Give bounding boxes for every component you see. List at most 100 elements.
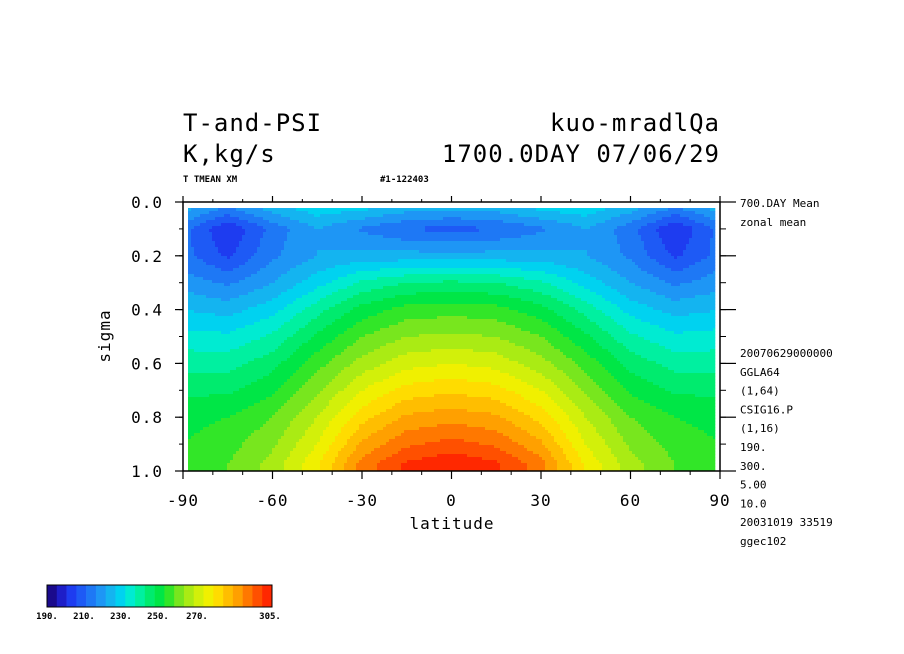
field-cell: [701, 244, 705, 248]
field-cell: [248, 277, 252, 281]
field-cell: [668, 268, 672, 272]
field-cell: [539, 214, 543, 218]
field-cell: [221, 289, 225, 293]
field-cell: [404, 259, 408, 263]
field-cell: [227, 241, 231, 245]
field-cell: [686, 253, 690, 257]
field-cell: [350, 268, 354, 272]
field-cell: [575, 229, 579, 233]
field-cell: [647, 253, 651, 257]
field-cell: [272, 220, 276, 224]
field-cell: [401, 250, 405, 254]
field-cell: [674, 244, 678, 248]
field-cell: [347, 262, 351, 266]
field-cell: [464, 229, 468, 233]
field-cell: [188, 226, 192, 230]
field-cell: [506, 235, 510, 239]
field-cell: [698, 217, 702, 221]
field-cell: [191, 286, 195, 290]
field-cell: [542, 268, 546, 272]
field-cell: [527, 271, 531, 275]
field-cell: [440, 214, 444, 218]
field-cell: [524, 220, 528, 224]
field-cell: [569, 217, 573, 221]
field-cell: [380, 223, 384, 227]
field-cell: [473, 271, 477, 275]
field-cell: [689, 244, 693, 248]
field-cell: [479, 286, 483, 290]
field-cell: [704, 274, 708, 278]
field-cell: [320, 268, 324, 272]
field-cell: [527, 280, 531, 284]
field-cell: [668, 238, 672, 242]
field-cell: [326, 217, 330, 221]
field-cell: [338, 235, 342, 239]
field-cell: [536, 256, 540, 260]
field-cell: [287, 235, 291, 239]
field-cell: [419, 283, 423, 287]
field-cell: [530, 211, 534, 215]
field-cell: [497, 262, 501, 266]
field-cell: [260, 250, 264, 254]
field-cell: [527, 238, 531, 242]
field-cell: [344, 250, 348, 254]
field-cell: [428, 253, 432, 257]
field-cell: [635, 220, 639, 224]
field-cell: [626, 247, 630, 251]
field-cell: [437, 208, 441, 212]
field-cell: [644, 241, 648, 245]
field-cell: [314, 268, 318, 272]
field-cell: [425, 247, 429, 251]
field-cell: [347, 238, 351, 242]
field-cell: [197, 274, 201, 278]
field-cell: [629, 229, 633, 233]
field-cell: [665, 247, 669, 251]
field-cell: [236, 250, 240, 254]
field-cell: [338, 289, 342, 293]
field-cell: [638, 283, 642, 287]
field-cell: [524, 244, 528, 248]
field-cell: [248, 226, 252, 230]
field-cell: [338, 229, 342, 233]
field-cell: [203, 244, 207, 248]
field-cell: [470, 232, 474, 236]
field-cell: [500, 259, 504, 263]
field-cell: [686, 259, 690, 263]
field-cell: [383, 253, 387, 257]
field-cell: [389, 256, 393, 260]
field-cell: [371, 226, 375, 230]
field-cell: [485, 235, 489, 239]
field-cell: [440, 247, 444, 251]
field-cell: [575, 244, 579, 248]
field-cell: [473, 208, 477, 212]
field-cell: [305, 238, 309, 242]
field-cell: [401, 220, 405, 224]
field-cell: [701, 271, 705, 275]
field-cell: [194, 250, 198, 254]
field-cell: [194, 268, 198, 272]
field-cell: [470, 283, 474, 287]
field-cell: [275, 214, 279, 218]
field-cell: [494, 262, 498, 266]
field-cell: [569, 283, 573, 287]
field-cell: [389, 262, 393, 266]
field-cell: [620, 229, 624, 233]
field-cell: [596, 271, 600, 275]
field-cell: [500, 280, 504, 284]
field-cell: [326, 208, 330, 212]
field-cell: [584, 253, 588, 257]
field-cell: [689, 250, 693, 254]
field-cell: [641, 256, 645, 260]
field-cell: [485, 262, 489, 266]
field-cell: [266, 211, 270, 215]
field-cell: [347, 286, 351, 290]
field-cell: [563, 223, 567, 227]
field-cell: [227, 280, 231, 284]
field-cell: [455, 262, 459, 266]
field-cell: [596, 280, 600, 284]
field-cell: [197, 226, 201, 230]
field-cell: [251, 277, 255, 281]
field-cell: [206, 280, 210, 284]
field-cell: [281, 250, 285, 254]
field-cell: [443, 247, 447, 251]
